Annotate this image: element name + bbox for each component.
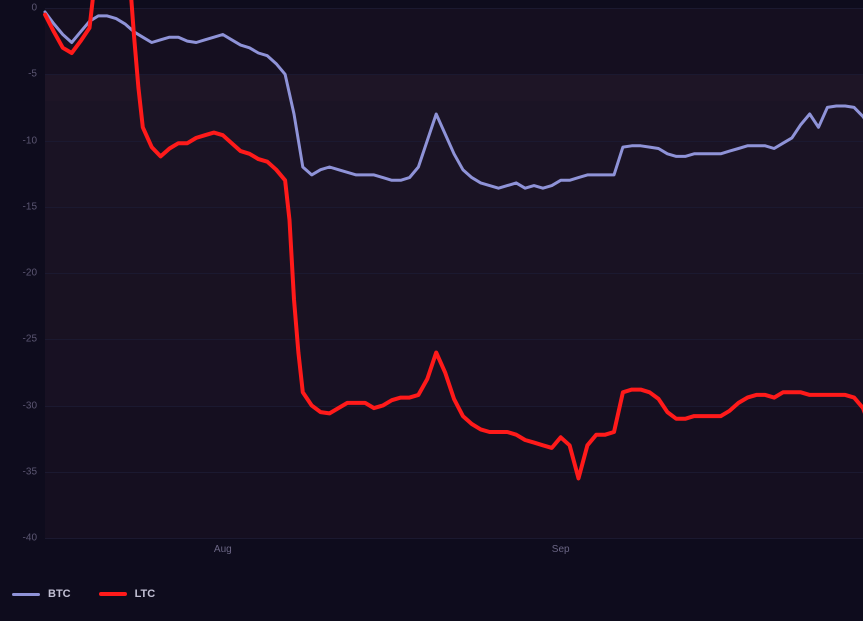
legend-swatch xyxy=(99,592,127,596)
x-axis-label: Aug xyxy=(214,544,232,555)
legend-item-ltc[interactable]: LTC xyxy=(99,588,156,600)
legend-label: LTC xyxy=(135,588,156,600)
series-line-ltc xyxy=(45,0,863,478)
y-axis-label: -35 xyxy=(5,466,37,477)
y-axis-label: -40 xyxy=(5,533,37,544)
crypto-performance-chart: BTCLTC 0-5-10-15-20-25-30-35-40AugSepOct xyxy=(0,0,863,621)
y-axis-label: -15 xyxy=(5,201,37,212)
gridline-h xyxy=(45,538,863,539)
legend-swatch xyxy=(12,593,40,596)
y-axis-label: -25 xyxy=(5,334,37,345)
legend-label: BTC xyxy=(48,588,71,600)
y-axis-label: -30 xyxy=(5,400,37,411)
x-axis-label: Sep xyxy=(552,544,570,555)
y-axis-label: -20 xyxy=(5,268,37,279)
y-axis-label: -5 xyxy=(5,69,37,80)
plot-area xyxy=(45,8,863,538)
legend-item-btc[interactable]: BTC xyxy=(12,588,71,600)
legend: BTC LTC xyxy=(12,588,155,600)
y-axis-label: 0 xyxy=(5,3,37,14)
lines-layer xyxy=(45,8,863,538)
series-line-btc xyxy=(45,12,863,188)
y-axis-label: -10 xyxy=(5,135,37,146)
